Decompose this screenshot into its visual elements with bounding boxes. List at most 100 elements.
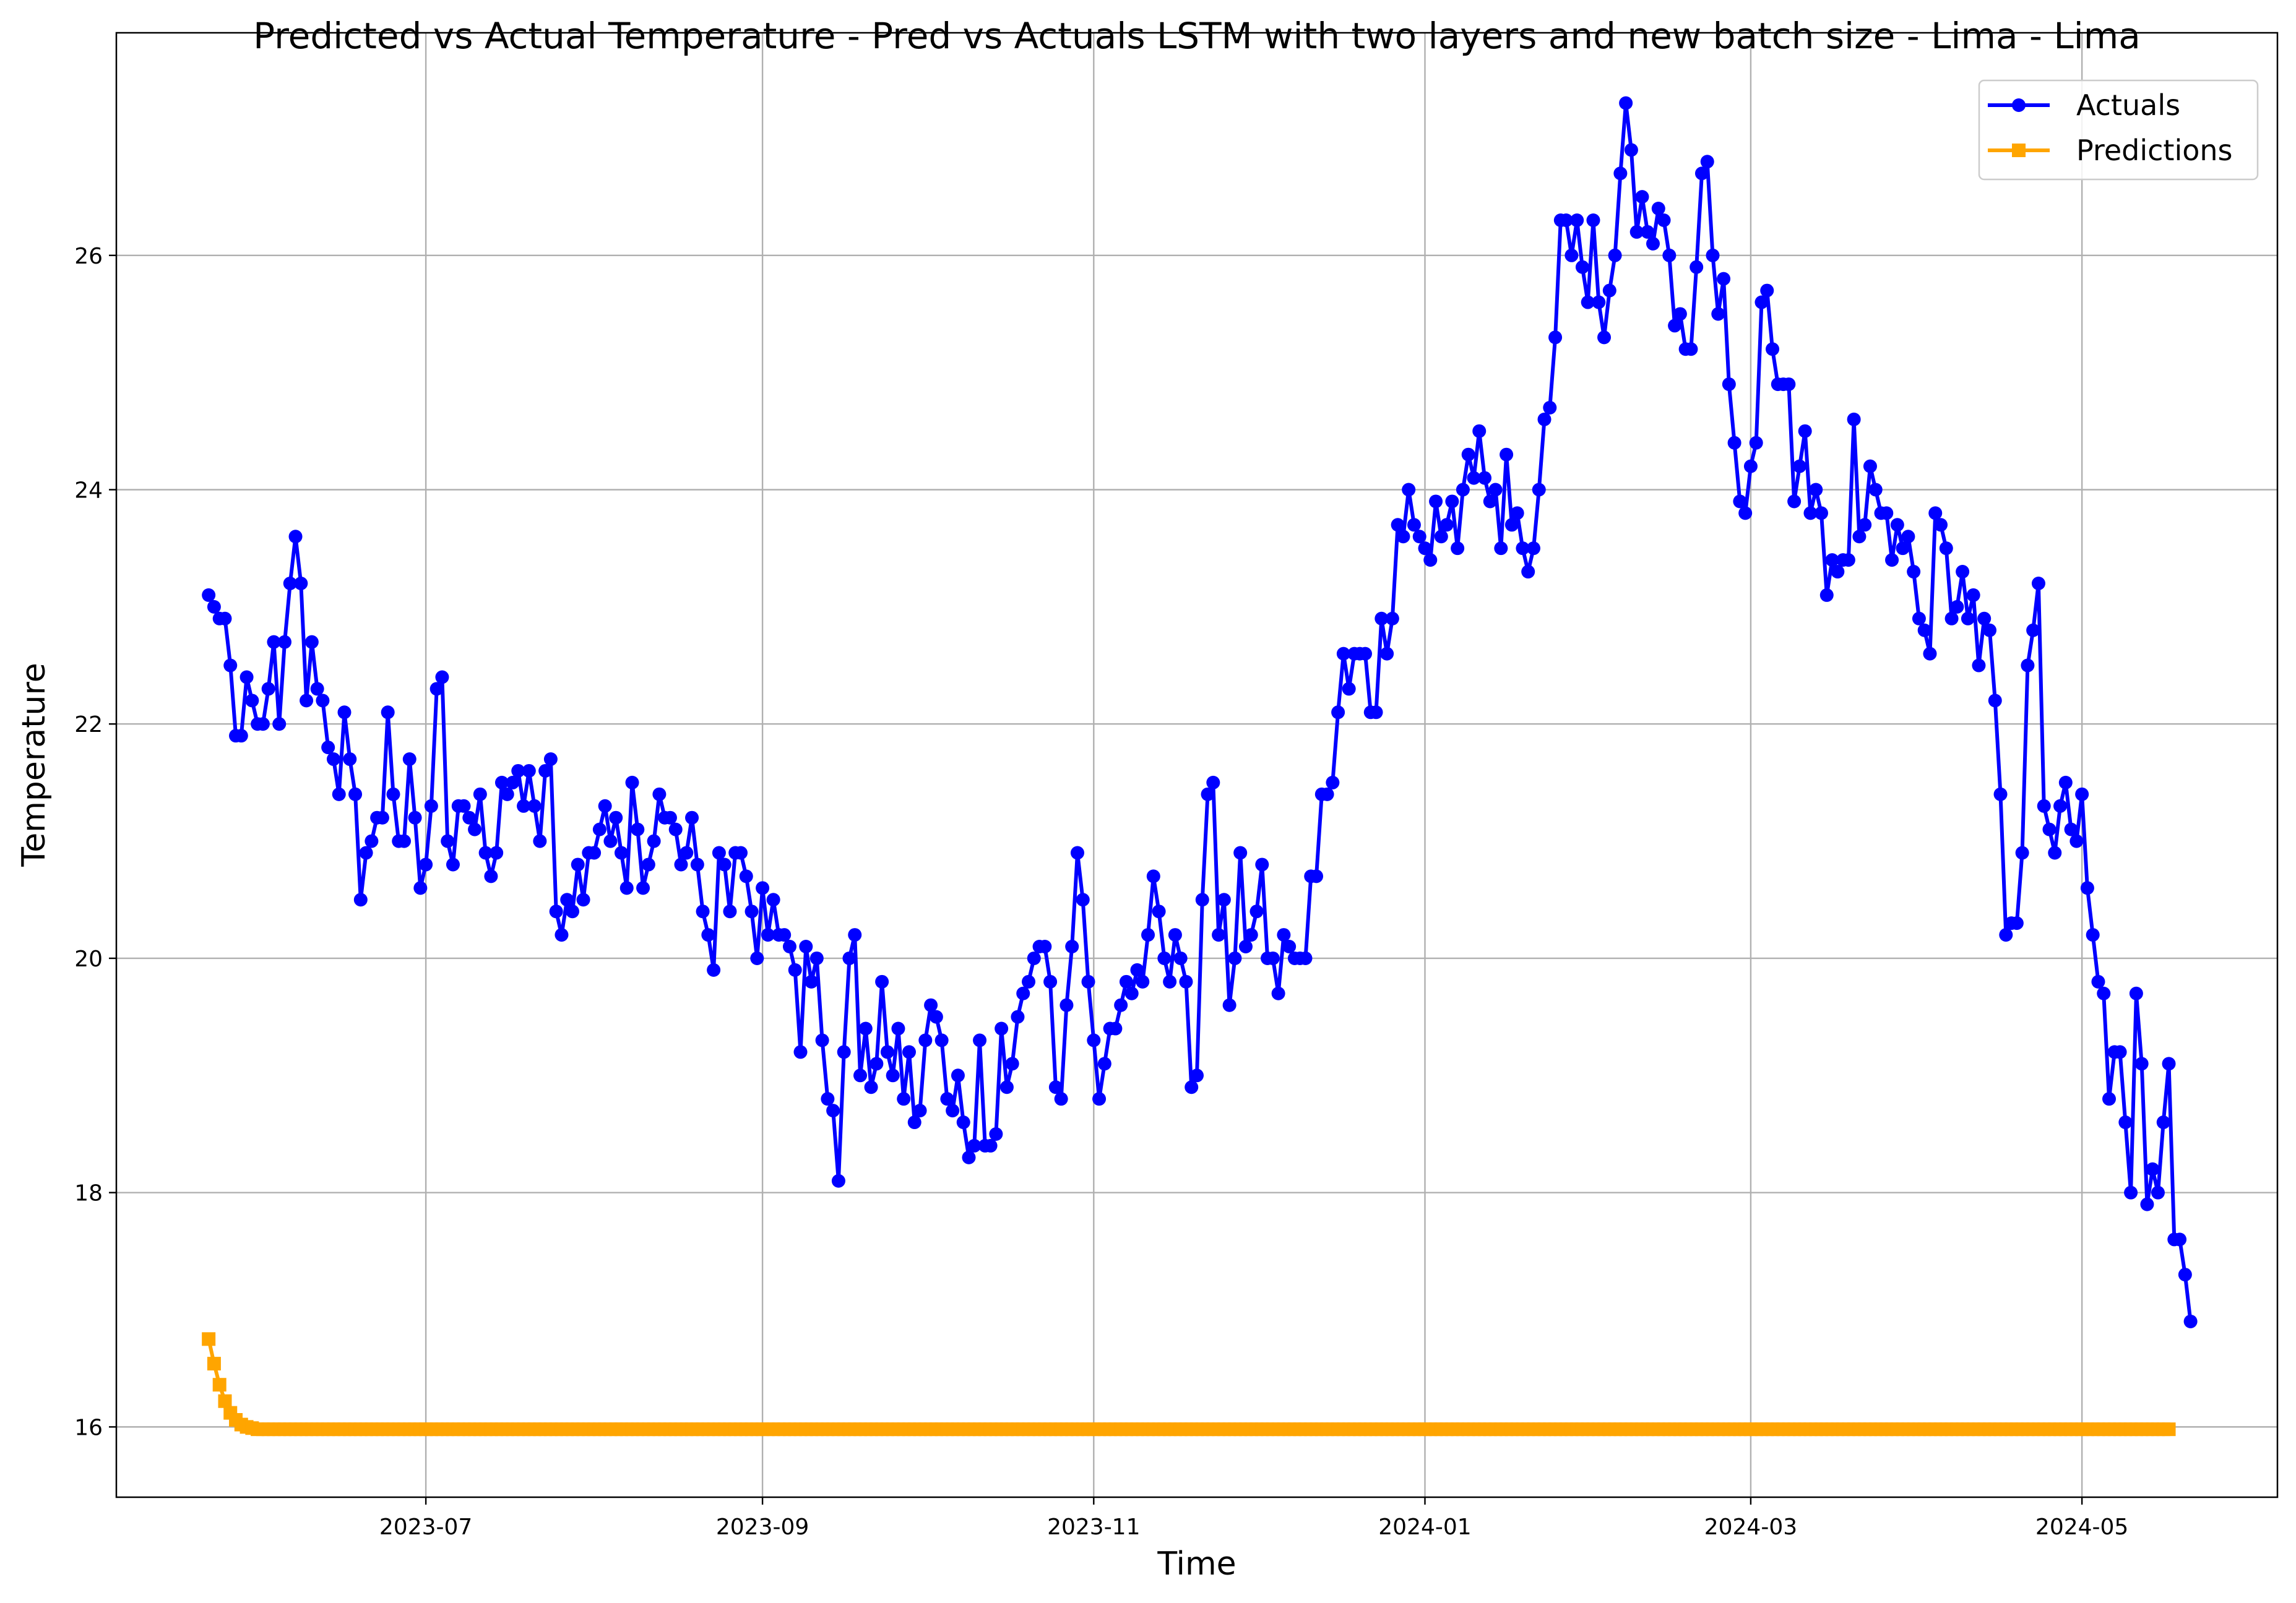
data-point [2015,846,2029,860]
data-point [2173,1232,2187,1247]
data-point [853,1068,868,1083]
data-point [647,834,661,848]
data-point [538,763,553,778]
data-point [1478,471,1492,485]
data-point [1722,377,1736,392]
data-point [690,857,704,872]
data-point [1217,893,1231,907]
data-point [2091,974,2105,989]
data-point [1439,518,1454,532]
data-point [543,752,558,767]
data-point [1673,307,1687,321]
data-point [1152,905,1166,919]
data-point [946,1104,960,1118]
data-point [766,893,780,907]
data-point [2064,822,2078,836]
data-point [1185,1080,1199,1094]
data-point [1195,893,1209,907]
data-point [1896,541,1910,556]
data-point [663,810,677,825]
x-tick-label: 2023-07 [379,1515,472,1540]
x-tick-label: 2024-03 [1704,1515,1797,1540]
data-point [1521,565,1535,579]
data-point [1081,974,1095,989]
series-actuals [202,96,2198,1328]
data-point [478,846,493,860]
data-point [326,752,340,767]
data-point [886,1068,900,1083]
data-point [1651,202,1665,216]
data-point [1923,647,1937,661]
data-point [1201,787,1215,801]
y-tick-label: 20 [74,947,103,972]
data-point [2178,1268,2192,1282]
data-point [560,893,574,907]
data-point [826,1104,840,1118]
data-point [1624,143,1638,157]
data-point [446,857,460,872]
data-point [799,940,813,954]
data-point [353,893,368,907]
data-point [1407,518,1421,532]
data-point [1803,506,1818,520]
data-point [310,682,324,696]
data-point [1868,483,1883,497]
data-point [1956,565,1970,579]
data-point [1597,330,1612,345]
data-point [2009,916,2024,930]
data-point [788,963,802,977]
data-point [202,1332,216,1346]
legend-label-predictions: Predictions [2076,134,2232,167]
data-point [2042,822,2056,836]
data-point [1119,974,1133,989]
y-tick-label: 22 [74,712,103,737]
data-point [1402,483,1416,497]
data-point [1500,447,1514,462]
data-point [1543,400,1557,415]
data-point [1852,530,1867,544]
data-point [614,846,628,860]
data-point [267,635,281,649]
data-point [555,928,569,942]
legend: Actuals Predictions [1978,79,2259,181]
data-point [837,1045,851,1059]
data-point [897,1092,911,1106]
data-point [1467,471,1481,485]
data-point [712,846,726,860]
data-point [1005,1057,1019,1071]
data-point [429,682,444,696]
data-point [1738,506,1753,520]
data-point [1391,518,1405,532]
data-point [1831,565,1845,579]
data-point [1022,974,1036,989]
data-point [805,974,819,989]
data-point [1564,248,1579,262]
data-point [1575,260,1589,274]
series-predictions [202,1332,2176,1437]
data-point [1222,998,1236,1012]
data-point [1706,248,1720,262]
data-point [1690,260,1704,274]
data-point [707,963,721,977]
data-point [2183,1314,2198,1328]
data-point [1939,541,1953,556]
data-point [207,1357,221,1371]
x-tick-label: 2023-11 [1047,1515,1140,1540]
data-point [1516,541,1530,556]
data-point [717,857,732,872]
data-point [494,775,509,789]
data-point [506,775,520,789]
data-point [256,717,270,731]
data-point [1233,846,1248,860]
data-point [1483,494,1497,509]
data-point [549,905,563,919]
data-point [999,1080,1014,1094]
data-point [1097,1057,1111,1071]
data-point [2102,1092,2117,1106]
data-point [294,576,308,590]
data-point [1668,319,1682,333]
data-point [1173,951,1188,965]
data-point [1880,506,1894,520]
data-point [2053,799,2068,813]
data-point [1602,283,1616,298]
